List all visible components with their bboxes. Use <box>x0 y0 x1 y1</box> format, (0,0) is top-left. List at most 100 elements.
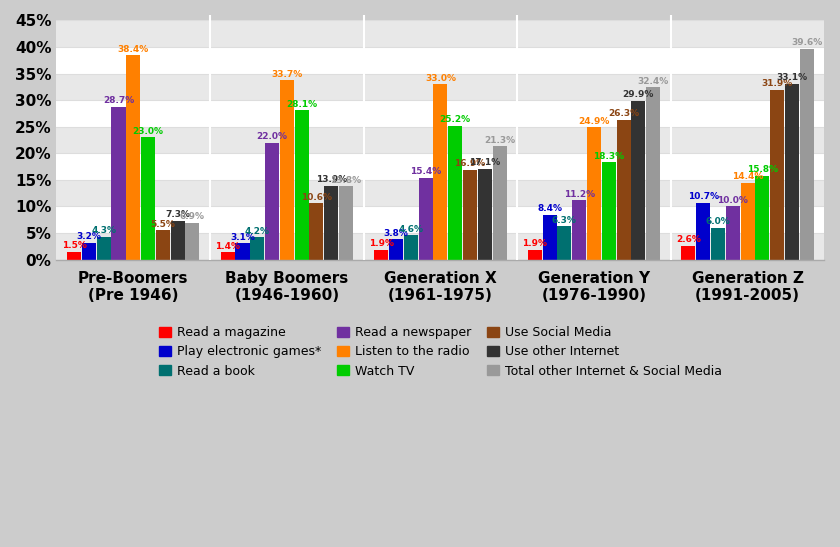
Text: 6.0%: 6.0% <box>706 217 730 226</box>
Legend: Read a magazine, Play electronic games*, Read a book, Read a newspaper, Listen t: Read a magazine, Play electronic games*,… <box>152 320 728 384</box>
Bar <box>601 162 616 260</box>
Text: 6.3%: 6.3% <box>552 216 577 225</box>
Bar <box>186 223 199 260</box>
Bar <box>681 246 696 260</box>
Bar <box>375 249 388 260</box>
Text: 3.8%: 3.8% <box>384 229 408 238</box>
Bar <box>741 183 754 260</box>
Text: 38.4%: 38.4% <box>118 45 149 54</box>
Text: 10.7%: 10.7% <box>688 192 719 201</box>
Text: 13.9%: 13.9% <box>316 175 347 184</box>
Text: 15.8%: 15.8% <box>747 165 778 174</box>
Text: 10.0%: 10.0% <box>717 196 748 205</box>
Text: 10.6%: 10.6% <box>301 193 332 202</box>
Bar <box>770 90 785 260</box>
Bar <box>112 107 125 260</box>
Bar <box>56 73 824 100</box>
Bar <box>572 200 586 260</box>
Bar <box>265 143 279 260</box>
Bar <box>528 249 542 260</box>
Bar <box>56 207 824 233</box>
Text: 2.6%: 2.6% <box>676 235 701 245</box>
Bar <box>235 243 249 260</box>
Bar <box>155 230 170 260</box>
Text: 33.1%: 33.1% <box>776 73 807 82</box>
Bar <box>449 126 462 260</box>
Bar <box>221 252 234 260</box>
Text: 13.8%: 13.8% <box>330 176 361 185</box>
Bar <box>785 84 799 260</box>
Text: 4.3%: 4.3% <box>92 226 116 235</box>
Bar <box>755 176 769 260</box>
Text: 31.9%: 31.9% <box>762 79 793 89</box>
Text: 25.2%: 25.2% <box>439 115 470 124</box>
Text: 3.1%: 3.1% <box>230 232 255 242</box>
Bar <box>309 203 323 260</box>
Text: 14.4%: 14.4% <box>732 172 764 182</box>
Bar <box>141 137 155 260</box>
Text: 8.4%: 8.4% <box>537 205 562 213</box>
Bar <box>478 168 491 260</box>
Bar <box>433 84 448 260</box>
Bar <box>56 100 824 127</box>
Text: 32.4%: 32.4% <box>638 77 669 86</box>
Bar <box>56 180 824 207</box>
Bar <box>56 153 824 180</box>
Bar <box>558 226 571 260</box>
Text: 6.9%: 6.9% <box>180 212 205 222</box>
Bar <box>324 186 339 260</box>
Bar <box>543 215 557 260</box>
Text: 4.6%: 4.6% <box>398 225 423 234</box>
Text: 15.4%: 15.4% <box>410 167 441 176</box>
Text: 5.5%: 5.5% <box>150 220 176 229</box>
Bar <box>56 233 824 260</box>
Bar <box>171 221 185 260</box>
Bar <box>711 228 725 260</box>
Bar <box>295 110 308 260</box>
Bar <box>56 127 824 153</box>
Bar <box>97 237 111 260</box>
Bar <box>56 20 824 47</box>
Text: 16.9%: 16.9% <box>454 159 486 168</box>
Bar <box>56 47 824 73</box>
Bar <box>389 240 403 260</box>
Text: 18.3%: 18.3% <box>593 152 624 161</box>
Text: 26.3%: 26.3% <box>608 109 639 118</box>
Text: 4.2%: 4.2% <box>244 227 270 236</box>
Text: 28.1%: 28.1% <box>286 100 318 109</box>
Bar <box>646 88 660 260</box>
Text: 23.0%: 23.0% <box>133 127 164 136</box>
Text: 33.7%: 33.7% <box>271 70 302 79</box>
Bar <box>587 127 601 260</box>
Bar <box>404 235 417 260</box>
Bar <box>126 55 140 260</box>
Text: 33.0%: 33.0% <box>425 73 456 83</box>
Bar <box>617 120 631 260</box>
Text: 3.2%: 3.2% <box>76 232 102 241</box>
Text: 29.9%: 29.9% <box>622 90 654 99</box>
Text: 21.3%: 21.3% <box>484 136 515 145</box>
Bar <box>339 187 353 260</box>
Bar <box>67 252 81 260</box>
Bar <box>492 147 507 260</box>
Text: 1.5%: 1.5% <box>61 241 87 250</box>
Text: 1.4%: 1.4% <box>215 242 240 251</box>
Text: 39.6%: 39.6% <box>791 38 822 48</box>
Text: 22.0%: 22.0% <box>256 132 287 141</box>
Bar <box>463 170 477 260</box>
Bar <box>632 101 645 260</box>
Bar <box>696 203 711 260</box>
Text: 24.9%: 24.9% <box>578 117 610 126</box>
Text: 7.3%: 7.3% <box>165 210 190 219</box>
Bar <box>800 49 814 260</box>
Text: 1.9%: 1.9% <box>522 239 548 248</box>
Text: 28.7%: 28.7% <box>102 96 134 106</box>
Text: 17.1%: 17.1% <box>469 158 501 167</box>
Bar <box>250 237 265 260</box>
Text: 1.9%: 1.9% <box>369 239 394 248</box>
Bar <box>82 243 96 260</box>
Bar <box>726 207 740 260</box>
Text: 11.2%: 11.2% <box>564 189 595 199</box>
Bar <box>280 80 294 260</box>
Bar <box>418 178 433 260</box>
